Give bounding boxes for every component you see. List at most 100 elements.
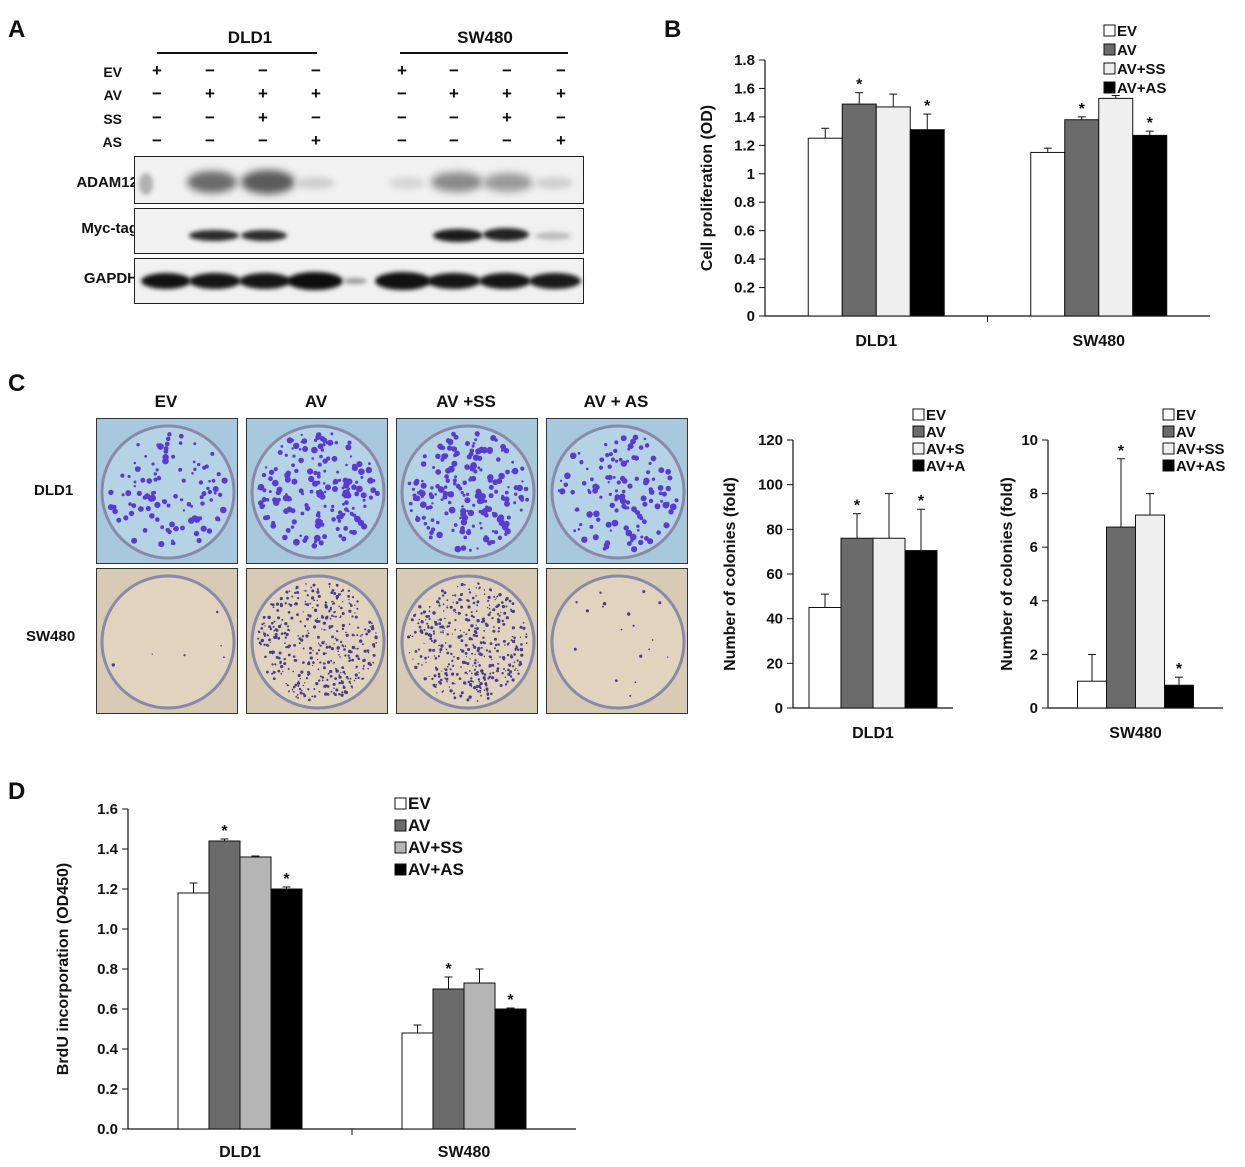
- colony-dot: [438, 597, 441, 600]
- colony-dot: [458, 486, 463, 491]
- colony-dot: [614, 440, 619, 445]
- colony-dot: [515, 646, 519, 649]
- colony-dot: [314, 522, 322, 529]
- colony-dot: [441, 589, 444, 593]
- colony-dot: [569, 452, 577, 460]
- colony-dot: [362, 664, 365, 667]
- colony-dot: [434, 493, 437, 496]
- colony-dot: [460, 605, 464, 609]
- bar: [1132, 134, 1168, 317]
- colony-dot: [353, 679, 356, 682]
- significance-marker: *: [283, 871, 290, 888]
- colony-dot: [361, 633, 363, 636]
- colony-dot: [312, 649, 314, 652]
- colony-dot: [614, 508, 619, 513]
- colony-dot: [274, 633, 278, 636]
- colony-dot: [513, 653, 516, 656]
- colony-dot: [407, 635, 410, 639]
- colony-dot: [592, 487, 598, 494]
- colony-dot: [627, 483, 633, 489]
- colony-dot: [439, 681, 442, 685]
- colony-dot: [430, 626, 434, 630]
- colony-dot: [292, 454, 296, 458]
- y-tick-label: 1.2: [97, 881, 118, 898]
- colony-dot: [355, 665, 358, 668]
- colony-dot: [444, 485, 448, 489]
- bar: [1077, 680, 1107, 709]
- colony-dot: [311, 543, 318, 549]
- colony-dot: [421, 484, 425, 487]
- colony-dot: [432, 466, 436, 469]
- y-tick-label: 8: [1030, 486, 1038, 503]
- colony-dot: [329, 606, 333, 609]
- y-tick-label: 0.8: [734, 194, 755, 211]
- colony-dot: [347, 654, 350, 657]
- colony-dot: [513, 641, 515, 644]
- colony-dot: [268, 490, 272, 494]
- colony-dot: [494, 643, 498, 647]
- colony-dot: [429, 637, 433, 640]
- colony-dot: [277, 450, 283, 455]
- colony-dot: [318, 519, 323, 524]
- colony-dot: [439, 618, 442, 622]
- colony-dot: [303, 535, 309, 541]
- colony-dot: [444, 668, 448, 672]
- colony-dot: [151, 462, 155, 466]
- colony-dot: [206, 528, 213, 534]
- colony-dot: [426, 622, 429, 625]
- colony-dot: [514, 492, 518, 496]
- colony-dot: [430, 527, 436, 532]
- colony-dot: [277, 669, 281, 673]
- colony-dot: [525, 635, 528, 639]
- colony-dot: [263, 622, 265, 625]
- colony-dot: [472, 680, 474, 683]
- colony-dot: [221, 477, 228, 484]
- colony-dot: [306, 617, 309, 621]
- colony-dot: [436, 692, 438, 694]
- colony-dot: [367, 651, 370, 654]
- colony-dot: [563, 482, 569, 488]
- colony-dot: [494, 647, 496, 650]
- colony-dot: [437, 443, 444, 450]
- colony-dot: [525, 642, 528, 645]
- colony-dot: [408, 652, 411, 654]
- colony-dot: [442, 603, 445, 606]
- condition-label-ev: EV: [103, 64, 122, 80]
- minus-sign: −: [397, 108, 407, 127]
- colony-dot: [505, 670, 507, 672]
- colony-dot: [111, 663, 115, 667]
- colony-dot: [647, 538, 654, 545]
- colony-dot: [329, 669, 333, 674]
- colony-dot: [431, 502, 434, 505]
- colony-dot: [487, 477, 493, 483]
- colony-dot: [443, 591, 447, 595]
- colony-dot: [453, 523, 458, 527]
- colony-dot: [626, 541, 632, 546]
- colony-dot: [444, 677, 446, 679]
- colony-dot: [648, 461, 652, 465]
- colony-dot: [322, 652, 326, 656]
- colony-dot: [372, 653, 376, 657]
- colony-dot: [344, 645, 347, 647]
- colony-dot: [439, 651, 442, 653]
- colony-dot: [459, 694, 463, 698]
- colony-dot: [307, 630, 309, 632]
- colony-dot: [315, 682, 319, 686]
- colony-dot: [131, 503, 137, 509]
- colony-dot: [469, 658, 471, 660]
- colony-dot: [468, 695, 472, 699]
- bar: [1098, 97, 1134, 317]
- colony-dot: [271, 520, 276, 526]
- colony-dot: [287, 476, 291, 480]
- colony-dot: [269, 627, 273, 631]
- colony-dot: [290, 525, 295, 529]
- colony-dot: [301, 635, 305, 638]
- colony-dot: [282, 670, 284, 673]
- colony-dot: [367, 661, 371, 666]
- colony-dot: [620, 460, 627, 467]
- colony-dot: [461, 583, 464, 587]
- colony-dot: [346, 509, 350, 513]
- colony-dot: [665, 485, 671, 492]
- colony-dot: [505, 469, 510, 475]
- colony-dot: [328, 582, 331, 586]
